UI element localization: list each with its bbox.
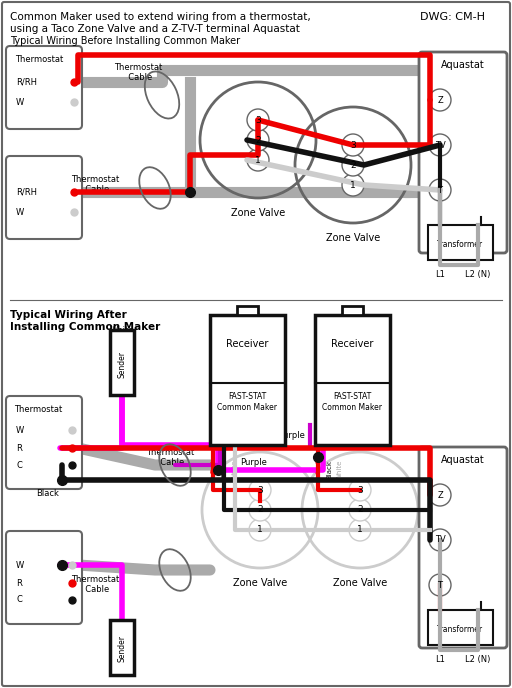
Text: 3: 3: [350, 140, 356, 149]
Circle shape: [429, 574, 451, 596]
FancyBboxPatch shape: [419, 447, 507, 648]
Text: Thermostat
  Cable: Thermostat Cable: [114, 63, 162, 83]
FancyBboxPatch shape: [6, 396, 82, 489]
Text: 1: 1: [357, 526, 363, 535]
Text: Thermostat: Thermostat: [15, 55, 63, 64]
Text: White: White: [337, 460, 343, 480]
Text: Receiver: Receiver: [331, 338, 373, 349]
FancyBboxPatch shape: [419, 52, 507, 253]
Text: 3: 3: [257, 486, 263, 495]
Text: Zone Valve: Zone Valve: [326, 233, 380, 243]
Text: Receiver: Receiver: [226, 338, 268, 349]
Text: W: W: [16, 561, 24, 570]
Text: Purple: Purple: [278, 431, 305, 440]
Text: W: W: [16, 98, 24, 107]
Text: 2: 2: [255, 136, 261, 144]
Text: 1: 1: [350, 180, 356, 189]
Circle shape: [342, 174, 364, 196]
Text: Aquastat: Aquastat: [441, 60, 485, 70]
Text: Zone Valve: Zone Valve: [233, 578, 287, 588]
Bar: [428, 225, 493, 260]
Text: using a Taco Zone Valve and a Z-TV-T terminal Aquastat: using a Taco Zone Valve and a Z-TV-T ter…: [10, 24, 300, 34]
Circle shape: [342, 154, 364, 176]
Text: Black: Black: [221, 460, 227, 479]
Text: Black: Black: [326, 460, 332, 479]
Bar: [342, 306, 363, 315]
Text: Sender: Sender: [117, 350, 126, 378]
Text: L1: L1: [435, 655, 445, 664]
Circle shape: [349, 499, 371, 521]
Text: Typical Wiring Before Installing Common Maker: Typical Wiring Before Installing Common …: [10, 36, 240, 46]
Text: Transformer: Transformer: [437, 239, 483, 248]
Circle shape: [429, 134, 451, 156]
Circle shape: [349, 479, 371, 501]
Circle shape: [342, 134, 364, 156]
FancyBboxPatch shape: [6, 46, 82, 129]
Text: Transformer: Transformer: [437, 625, 483, 634]
Text: Installing Common Maker: Installing Common Maker: [10, 322, 160, 332]
Text: 2: 2: [257, 506, 263, 515]
FancyBboxPatch shape: [6, 531, 82, 624]
Circle shape: [349, 519, 371, 541]
Circle shape: [429, 529, 451, 551]
FancyBboxPatch shape: [315, 315, 390, 445]
Text: Common Maker used to extend wiring from a thermostat,: Common Maker used to extend wiring from …: [10, 12, 311, 22]
Text: TV: TV: [435, 140, 445, 149]
Text: L1: L1: [435, 270, 445, 279]
Text: Z: Z: [437, 491, 443, 499]
Text: 3: 3: [357, 486, 363, 495]
Text: Zone Valve: Zone Valve: [231, 208, 285, 218]
Text: White: White: [110, 326, 134, 335]
Text: Black: Black: [36, 489, 59, 498]
Text: FAST-STAT
Common Maker: FAST-STAT Common Maker: [217, 392, 277, 412]
Text: 1: 1: [255, 155, 261, 164]
Text: Thermostat
  Cable: Thermostat Cable: [146, 448, 194, 467]
Bar: [110, 330, 134, 395]
Text: 2: 2: [357, 506, 363, 515]
Bar: [110, 620, 134, 675]
Text: Zone Valve: Zone Valve: [333, 578, 387, 588]
Text: Red: Red: [315, 460, 321, 473]
Text: T: T: [437, 581, 442, 590]
FancyBboxPatch shape: [210, 315, 285, 445]
Text: DWG: CM-H: DWG: CM-H: [420, 12, 485, 22]
Text: FAST-STAT
Common Maker: FAST-STAT Common Maker: [322, 392, 382, 412]
Text: Thermostat
  Cable: Thermostat Cable: [71, 175, 119, 195]
Text: Thermostat: Thermostat: [14, 405, 62, 414]
Text: R: R: [16, 444, 22, 453]
Text: T: T: [437, 186, 442, 195]
Text: Typical Wiring After: Typical Wiring After: [10, 310, 127, 320]
Text: C: C: [16, 596, 22, 605]
Text: L2 (N): L2 (N): [465, 655, 490, 664]
Circle shape: [249, 479, 271, 501]
Text: W: W: [16, 208, 24, 217]
Text: L2 (N): L2 (N): [465, 270, 490, 279]
Text: 3: 3: [255, 116, 261, 125]
Circle shape: [249, 499, 271, 521]
Circle shape: [429, 179, 451, 201]
Circle shape: [429, 89, 451, 111]
Text: R/RH: R/RH: [16, 78, 37, 87]
Circle shape: [429, 484, 451, 506]
Text: 2: 2: [350, 160, 356, 169]
Text: Aquastat: Aquastat: [441, 455, 485, 465]
Text: White: White: [232, 460, 238, 480]
Circle shape: [247, 109, 269, 131]
Text: W: W: [16, 425, 24, 435]
Text: 1: 1: [257, 526, 263, 535]
Circle shape: [249, 519, 271, 541]
Text: R/RH: R/RH: [16, 188, 37, 197]
Text: Z: Z: [437, 96, 443, 105]
Bar: [428, 610, 493, 645]
Text: TV: TV: [435, 535, 445, 544]
Text: C: C: [16, 460, 22, 469]
Text: Purple: Purple: [240, 458, 267, 466]
Text: R: R: [16, 579, 22, 588]
Circle shape: [247, 129, 269, 151]
Bar: [237, 306, 258, 315]
Text: Thermostat
  Cable: Thermostat Cable: [71, 575, 119, 594]
Text: Red: Red: [210, 460, 216, 473]
FancyBboxPatch shape: [6, 156, 82, 239]
Text: Sender: Sender: [117, 636, 126, 663]
